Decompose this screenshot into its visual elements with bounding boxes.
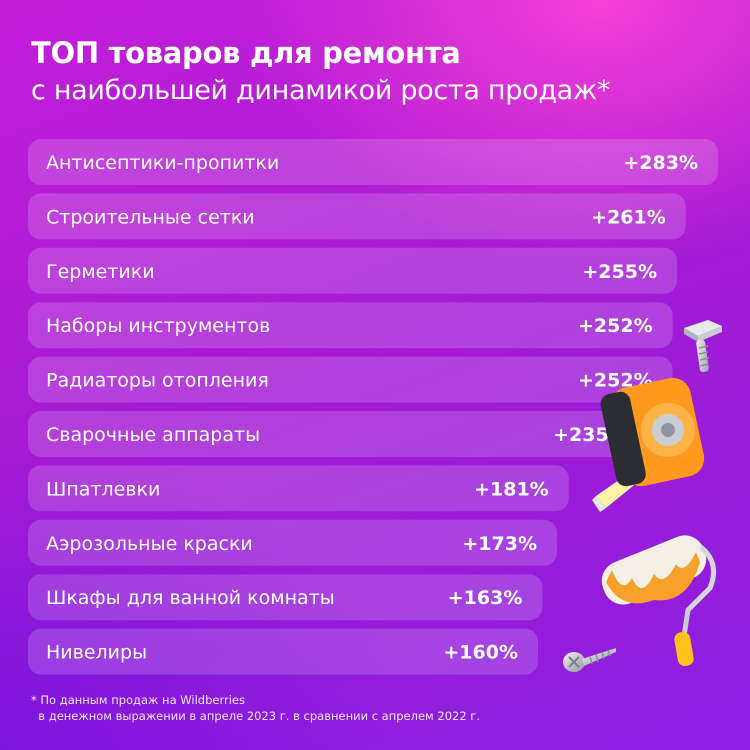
bar-8 [28, 519, 557, 566]
tape-measure-icon [592, 377, 705, 512]
bar-3 [28, 247, 677, 294]
paint-roller-icon [601, 535, 717, 667]
screw-icon [563, 648, 616, 672]
bar-value-3: +255% [582, 261, 657, 283]
bar-value-7: +181% [474, 478, 549, 500]
bar-1 [28, 139, 718, 185]
bar-9 [28, 574, 543, 621]
bar-label-2: Строительные сетки [46, 206, 255, 228]
footnote-line-2: в денежном выражении в апреле 2023 г. в … [31, 709, 480, 723]
bar-7 [28, 465, 569, 512]
bar-label-10: Нивелиры [46, 642, 147, 664]
footnote: * По данным продаж на Wildberries в дене… [31, 692, 480, 724]
bar-value-9: +163% [448, 587, 523, 609]
bar-5 [28, 356, 673, 403]
bar-label-6: Сварочные аппараты [46, 424, 260, 446]
bar-label-8: Аэрозольные краски [46, 533, 253, 555]
bar-label-3: Герметики [46, 261, 155, 283]
footnote-line-1: * По данным продаж на Wildberries [31, 693, 245, 707]
bar-label-5: Радиаторы отопления [46, 370, 269, 392]
bar-label-9: Шкафы для ванной комнаты [46, 587, 335, 609]
bar-10 [28, 628, 538, 675]
chart-subtitle: с наибольшей динамикой роста продаж* [31, 75, 611, 106]
bar-label-4: Наборы инструментов [46, 315, 270, 337]
bar-value-2: +261% [591, 206, 666, 228]
bar-label-1: Антисептики-пропитки [46, 152, 279, 174]
bolt-icon [684, 320, 722, 373]
bar-4 [28, 302, 673, 349]
bar-value-4: +252% [578, 315, 653, 337]
bar-value-10: +160% [443, 642, 518, 664]
bar-6 [28, 411, 648, 457]
bar-value-8: +173% [462, 533, 537, 555]
bar-label-7: Шпатлевки [46, 478, 160, 500]
bar-value-1: +283% [623, 152, 698, 174]
chart-title: ТОП товаров для ремонта [31, 36, 461, 70]
bar-2 [28, 193, 686, 240]
